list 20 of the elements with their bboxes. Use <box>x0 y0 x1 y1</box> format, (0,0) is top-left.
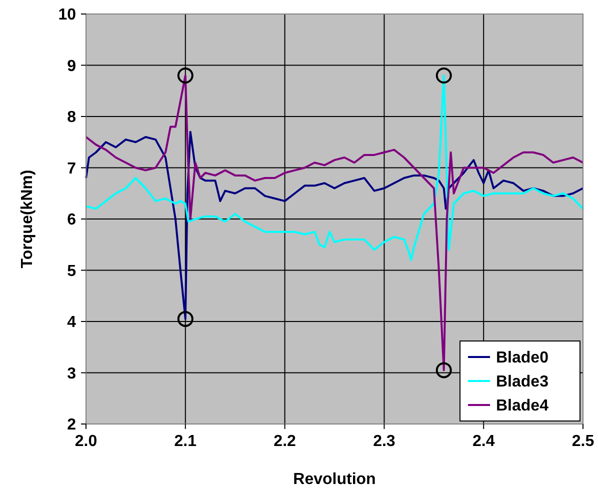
x-tick-label: 2.1 <box>174 433 197 450</box>
x-tick-label: 2.5 <box>572 433 594 450</box>
y-tick-label: 4 <box>67 314 76 332</box>
y-axis-title: Torque(kNm) <box>19 170 36 268</box>
x-tick-label: 2.4 <box>472 433 495 450</box>
y-tick-label: 3 <box>67 365 76 382</box>
legend-label: Blade4 <box>496 398 549 415</box>
x-tick-label: 2.0 <box>74 433 98 450</box>
y-tick-label: 8 <box>67 109 76 126</box>
legend-label: Blade0 <box>496 350 549 367</box>
y-tick-label: 5 <box>67 262 76 280</box>
legend-label: Blade3 <box>496 374 549 391</box>
x-tick-label: 2.3 <box>373 433 396 450</box>
y-tick-label: 2 <box>67 416 76 434</box>
x-axis-title: Revolution <box>293 471 376 488</box>
y-tick-label: 6 <box>67 212 76 229</box>
y-tick-label: 7 <box>67 160 76 178</box>
y-tick-label: 10 <box>58 6 76 24</box>
y-tick-label: 9 <box>67 58 76 75</box>
x-tick-label: 2.2 <box>274 433 296 450</box>
